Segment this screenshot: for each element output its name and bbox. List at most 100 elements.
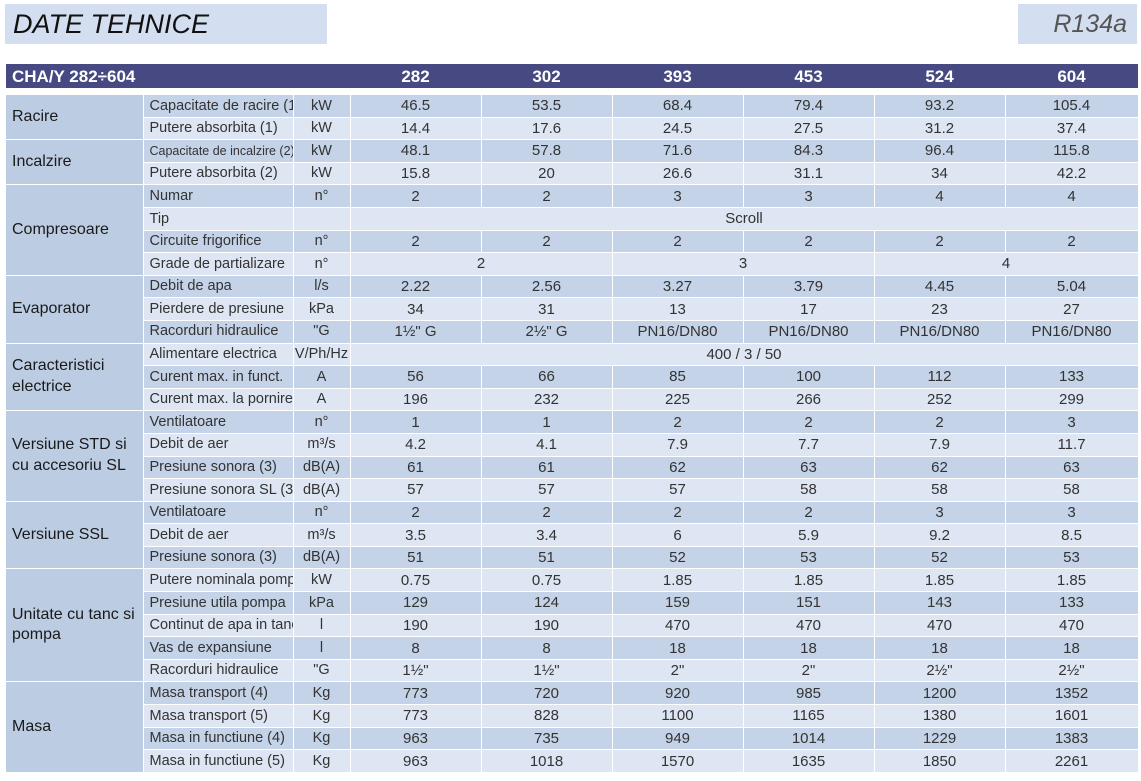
table-row: Debit de aer m³/s 3.5 3.4 6 5.9 9.2 8.5	[6, 523, 1139, 547]
value-cell: 133	[1005, 591, 1139, 615]
value-cell: 1229	[874, 727, 1006, 751]
value-cell: 62	[874, 456, 1006, 480]
value-cell: 196	[350, 388, 482, 412]
table-row: Compresoare Numar n° 2 2 3 3 4 4	[6, 184, 1139, 276]
value-cell: 68.4	[612, 95, 744, 118]
value-cell: 252	[874, 388, 1006, 412]
table-row: Putere absorbita (2) kW 15.8 20 26.6 31.1 34 42…	[6, 162, 1139, 186]
unit-cell: A	[293, 388, 351, 412]
value-cell: 1	[350, 410, 482, 434]
row-label: Curent max. in funct.	[143, 365, 294, 389]
row-label: Vas de expansiune	[143, 636, 294, 660]
value-cell: 105.4	[1005, 95, 1139, 118]
group-label: Racire	[6, 95, 144, 141]
unit-cell: m³/s	[293, 433, 351, 457]
table-row: Masa in functiune (5) Kg 963 1018 1570 1635 18…	[6, 749, 1139, 773]
row-label: Masa in functiune (5)	[143, 749, 294, 773]
value-cell: 53	[743, 546, 875, 570]
value-cell: 129	[350, 591, 482, 615]
value-cell: 8	[481, 636, 613, 660]
value-cell: 1.85	[612, 568, 744, 593]
row-label: Masa in functiune (4)	[143, 727, 294, 751]
value-cell: 8.5	[1005, 523, 1139, 547]
row-label: Debit de apa	[143, 275, 294, 299]
value-cell: 61	[350, 456, 482, 480]
value-cell: 57	[481, 478, 613, 502]
value-cell: 34	[350, 297, 482, 321]
value-cell: 115.8	[1005, 139, 1139, 163]
value-cell: 85	[612, 365, 744, 389]
value-cell: 18	[1005, 636, 1139, 660]
value-cell: 17	[743, 297, 875, 321]
value-cell: 2	[612, 410, 744, 434]
value-cell: 11.7	[1005, 433, 1139, 457]
unit-cell: A	[293, 365, 351, 389]
row-label: Presiune utila pompa	[143, 591, 294, 615]
value-cell: 100	[743, 365, 875, 389]
row-label: Racorduri hidraulice	[143, 659, 294, 683]
value-cell: 2"	[612, 659, 744, 683]
value-cell: 53	[1005, 546, 1139, 570]
group-label: Versiune STD si cu accesoriu SL	[6, 410, 144, 502]
value-cell: 3	[874, 501, 1006, 525]
table-row: Incalzire Capacitate de incalzire (2) kW 48…	[6, 139, 1139, 186]
table-row: Tip Scroll	[6, 207, 1139, 231]
unit-cell: n°	[293, 252, 351, 276]
row-label: Debit de aer	[143, 433, 294, 457]
value-cell: 31	[481, 297, 613, 321]
value-cell: 3.27	[612, 275, 744, 299]
value-cell: 963	[350, 727, 482, 751]
value-cell: 2	[481, 230, 613, 254]
value-cell: 1200	[874, 681, 1006, 706]
value-cell: 14.4	[350, 117, 482, 141]
value-cell: 2	[350, 501, 482, 525]
value-cell: PN16/DN80	[743, 320, 875, 344]
group-label: Versiune SSL	[6, 501, 144, 570]
value-cell: 2	[350, 184, 482, 208]
value-cell: 8	[350, 636, 482, 660]
value-cell: 5.9	[743, 523, 875, 547]
value-cell: 159	[612, 591, 744, 615]
value-cell: 2	[481, 184, 613, 208]
value-cell: 7.7	[743, 433, 875, 457]
value-cell: 26.6	[612, 162, 744, 186]
value-cell: 63	[743, 456, 875, 480]
value-cell: 57	[612, 478, 744, 502]
value-cell: 151	[743, 591, 875, 615]
value-cell: 1100	[612, 704, 744, 728]
value-cell: 1380	[874, 704, 1006, 728]
table-row: Caracteristici electrice Alimentare elect…	[6, 343, 1139, 412]
value-cell: 2	[874, 410, 1006, 434]
unit-cell: kW	[293, 568, 351, 593]
value-cell: 51	[481, 546, 613, 570]
unit-cell: "G	[293, 320, 351, 344]
value-cell: 470	[743, 614, 875, 638]
value-cell: 42.2	[1005, 162, 1139, 186]
value-cell: 985	[743, 681, 875, 706]
value-cell: 190	[350, 614, 482, 638]
value-cell: 1½"	[350, 659, 482, 683]
row-label: Putere nominala pompa	[143, 568, 294, 593]
row-label: Curent max. la pornire	[143, 388, 294, 412]
value-cell: 1½"	[481, 659, 613, 683]
value-cell: 51	[350, 546, 482, 570]
value-cell: 6	[612, 523, 744, 547]
row-label: Putere absorbita (1)	[143, 117, 294, 141]
value-cell: 1352	[1005, 681, 1139, 706]
value-cell: 61	[481, 456, 613, 480]
value-cell: 0.75	[350, 568, 482, 593]
value-cell: 2	[612, 230, 744, 254]
value-cell: 2	[350, 230, 482, 254]
value-cell: 58	[874, 478, 1006, 502]
value-cell: 58	[1005, 478, 1139, 502]
unit-cell: "G	[293, 659, 351, 683]
row-label: Presiune sonora (3)	[143, 546, 294, 570]
value-cell: 2	[743, 410, 875, 434]
refrigerant-label: R134a	[1053, 10, 1127, 38]
table-row: Presiune sonora (3) dB(A) 51 51 52 53 52 53	[6, 546, 1139, 570]
value-cell: 1570	[612, 749, 744, 773]
unit-cell: kW	[293, 117, 351, 141]
value-cell: 52	[874, 546, 1006, 570]
row-label: Masa transport (5)	[143, 704, 294, 728]
value-cell: 4.1	[481, 433, 613, 457]
